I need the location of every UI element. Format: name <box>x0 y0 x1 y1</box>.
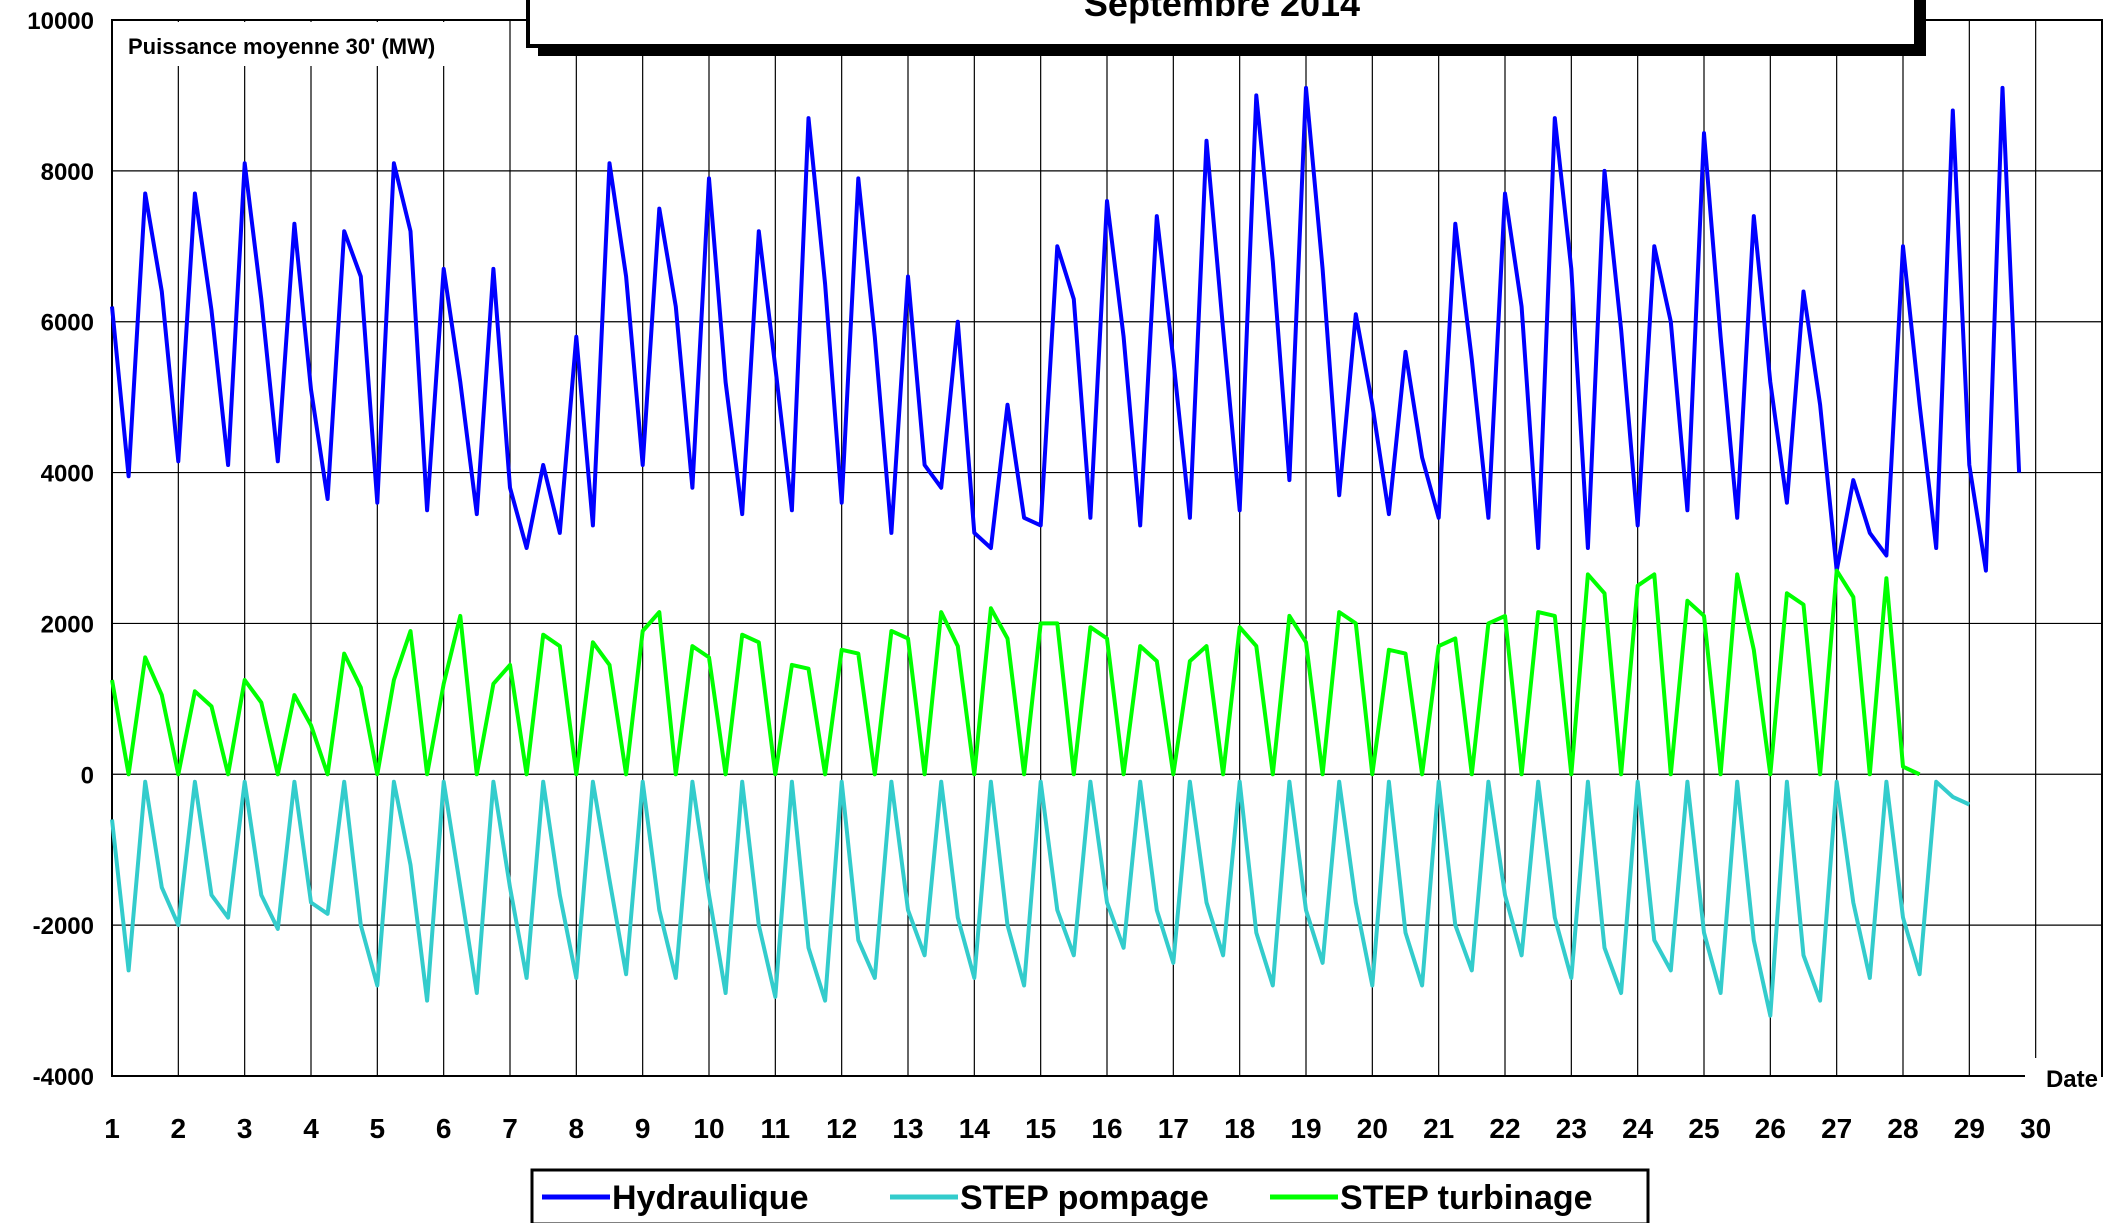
x-tick-label: 24 <box>1622 1113 1654 1144</box>
x-tick-label: 18 <box>1224 1113 1255 1144</box>
x-tick-label: 21 <box>1423 1113 1454 1144</box>
x-tick-label: 28 <box>1887 1113 1918 1144</box>
y-tick-label: -4000 <box>33 1064 94 1091</box>
x-tick-label: 17 <box>1158 1113 1189 1144</box>
x-tick-label: 23 <box>1556 1113 1587 1144</box>
y-axis-ticks: 10000 8000 6000 4000 2000 0 -2000 -4000 <box>27 8 94 1091</box>
y-tick-label: 6000 <box>41 310 94 337</box>
x-tick-label: 19 <box>1290 1113 1321 1144</box>
y-axis-label: Puissance moyenne 30' (MW) <box>128 34 435 59</box>
x-tick-label: 22 <box>1489 1113 1520 1144</box>
x-tick-label: 4 <box>303 1113 319 1144</box>
y-tick-label: 8000 <box>41 159 94 186</box>
y-tick-label: 10000 <box>27 8 94 35</box>
legend-label: Hydraulique <box>612 1179 808 1217</box>
legend-label: STEP pompage <box>960 1179 1209 1217</box>
x-tick-label: 2 <box>171 1113 187 1144</box>
x-tick-label: 11 <box>761 1113 791 1144</box>
x-axis-label: Date <box>2046 1066 2098 1093</box>
x-tick-label: 16 <box>1091 1113 1122 1144</box>
x-tick-label: 27 <box>1821 1113 1852 1144</box>
x-tick-label: 29 <box>1954 1113 1985 1144</box>
x-tick-label: 12 <box>826 1113 857 1144</box>
x-tick-label: 25 <box>1688 1113 1719 1144</box>
x-tick-label: 20 <box>1357 1113 1388 1144</box>
x-tick-label: 1 <box>104 1113 120 1144</box>
series-group <box>110 85 2022 1018</box>
xlabel-box <box>2025 1058 2101 1094</box>
y-tick-label: 4000 <box>41 461 94 488</box>
legend-label: STEP turbinage <box>1340 1179 1593 1217</box>
x-tick-label: 30 <box>2020 1113 2051 1144</box>
x-tick-label: 3 <box>237 1113 253 1144</box>
y-tick-label: 2000 <box>41 611 94 638</box>
series-line-hydraulique <box>110 85 2022 573</box>
y-tick-label: 0 <box>81 762 94 789</box>
x-tick-label: 7 <box>502 1113 518 1144</box>
legend: Hydraulique STEP pompage STEP turbinage <box>530 1168 1650 1223</box>
x-tick-label: 8 <box>569 1113 585 1144</box>
series-line-step-pompage <box>110 779 1971 1018</box>
x-tick-label: 9 <box>635 1113 651 1144</box>
ylabel-box <box>114 22 504 66</box>
x-tick-label: 14 <box>959 1113 991 1144</box>
legend-box <box>530 1168 1650 1223</box>
x-tick-label: 6 <box>436 1113 452 1144</box>
x-tick-label: 15 <box>1025 1113 1056 1144</box>
title-box <box>526 0 1918 48</box>
x-axis-ticks: 1 2 3 4 5 6 7 8 9 10 11 12 13 14 15 16 17 18 19 20 21 22 23 24 2… <box>104 1113 2051 1144</box>
x-tick-label: 5 <box>370 1113 386 1144</box>
x-tick-label: 26 <box>1755 1113 1786 1144</box>
chart-title: Septembre 2014 <box>1084 0 1360 24</box>
x-tick-label: 13 <box>892 1113 923 1144</box>
x-tick-label: 10 <box>693 1113 724 1144</box>
y-tick-label: -2000 <box>33 913 94 940</box>
series-line-step-turbinage <box>110 568 1921 777</box>
